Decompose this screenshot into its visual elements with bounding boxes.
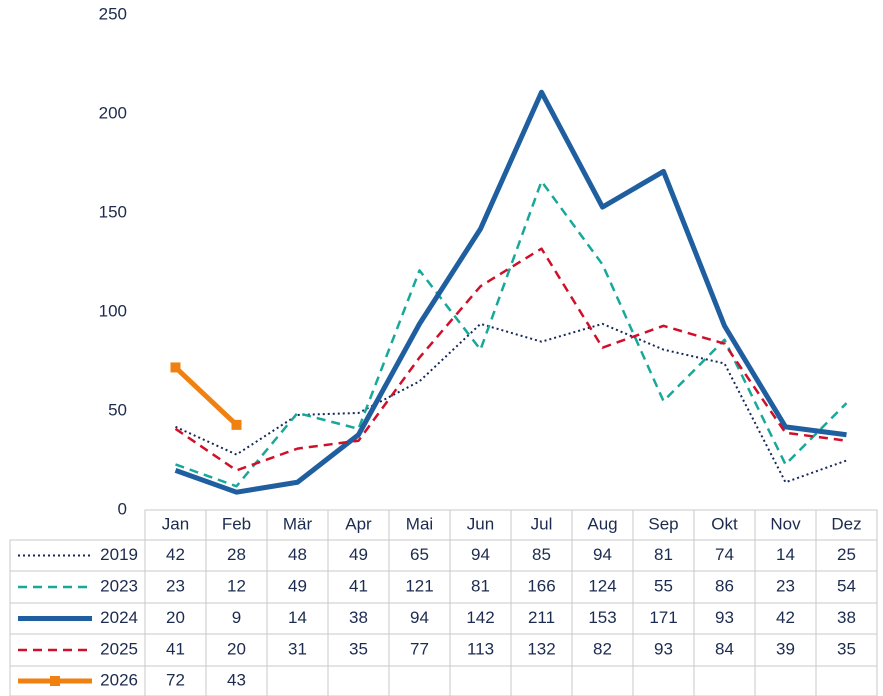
- x-tick-label: Mai: [406, 514, 433, 533]
- series-line: [174, 247, 847, 472]
- table-value: 31: [288, 639, 307, 658]
- table-cell: [266, 665, 329, 696]
- table-value: 94: [593, 545, 612, 564]
- table-cell: [815, 665, 878, 696]
- x-tick-label: Apr: [345, 514, 372, 533]
- table-value: 41: [166, 639, 185, 658]
- table-value: 14: [288, 608, 307, 627]
- table-value: 65: [410, 545, 429, 564]
- table-value: 23: [166, 576, 185, 595]
- table-value: 93: [654, 639, 673, 658]
- table-value: 42: [166, 545, 185, 564]
- table-value: 132: [527, 639, 555, 658]
- table-value: 113: [467, 639, 494, 658]
- table-value: 43: [227, 670, 246, 689]
- point-marker: [170, 362, 181, 373]
- table-cell: [510, 665, 573, 696]
- table-value: 20: [166, 608, 185, 627]
- y-tick-label: 250: [99, 4, 127, 23]
- table-value: 28: [227, 545, 246, 564]
- legend-label: 2019: [100, 545, 138, 564]
- table-value: 41: [349, 576, 368, 595]
- table-value: 9: [232, 608, 241, 627]
- table-value: 74: [715, 545, 734, 564]
- table-value: 84: [715, 639, 734, 658]
- table-value: 94: [410, 608, 429, 627]
- table-value: 38: [837, 608, 856, 627]
- y-tick-label: 150: [99, 202, 127, 221]
- table-value: 48: [288, 545, 307, 564]
- x-tick-label: Dez: [831, 514, 861, 533]
- table-value: 38: [349, 608, 368, 627]
- table-value: 85: [532, 545, 551, 564]
- table-value: 42: [776, 608, 795, 627]
- table-value: 166: [527, 576, 555, 595]
- x-tick-label: Mär: [283, 514, 313, 533]
- table-value: 20: [227, 639, 246, 658]
- table-value: 35: [837, 639, 856, 658]
- table-value: 39: [776, 639, 795, 658]
- x-tick-label: Jan: [162, 514, 189, 533]
- table-value: 25: [837, 545, 856, 564]
- table-cell: [693, 665, 756, 696]
- table-value: 82: [593, 639, 612, 658]
- legend-label: 2026: [100, 670, 138, 689]
- x-tick-label: Jul: [531, 514, 553, 533]
- y-tick-label: 200: [99, 103, 127, 122]
- table-value: 211: [528, 608, 555, 627]
- table-value: 72: [166, 670, 185, 689]
- table-value: 35: [349, 639, 368, 658]
- table-value: 94: [471, 545, 490, 564]
- table-cell: [571, 665, 634, 696]
- table-cell: [754, 665, 817, 696]
- table-value: 121: [405, 576, 433, 595]
- series-line: [173, 365, 239, 427]
- table-value: 124: [588, 576, 616, 595]
- table-value: 14: [776, 545, 795, 564]
- point-marker: [231, 419, 242, 430]
- x-tick-label: Okt: [711, 514, 738, 533]
- table-cell: [449, 665, 512, 696]
- table-value: 81: [654, 545, 673, 564]
- table-cell: [327, 665, 390, 696]
- table-value: 55: [654, 576, 673, 595]
- table-value: 23: [776, 576, 795, 595]
- x-tick-label: Feb: [222, 514, 251, 533]
- table-value: 49: [288, 576, 307, 595]
- table-value: 142: [466, 608, 494, 627]
- table-value: 81: [471, 576, 490, 595]
- legend-label: 2024: [100, 608, 138, 627]
- y-tick-label: 0: [118, 499, 127, 518]
- y-tick-label: 100: [99, 301, 127, 320]
- table-value: 93: [715, 608, 734, 627]
- table-value: 49: [349, 545, 368, 564]
- table-value: 54: [837, 576, 856, 595]
- legend-label: 2023: [100, 576, 138, 595]
- table-value: 171: [649, 608, 677, 627]
- table-value: 153: [588, 608, 616, 627]
- x-tick-label: Jun: [467, 514, 494, 533]
- y-tick-label: 50: [108, 400, 127, 419]
- x-tick-label: Sep: [648, 514, 678, 533]
- legend-marker: [50, 676, 60, 686]
- table-cell: [632, 665, 695, 696]
- x-tick-label: Nov: [770, 514, 801, 533]
- table-value: 77: [410, 639, 429, 658]
- table-value: 12: [227, 576, 246, 595]
- table-cell: [388, 665, 451, 696]
- series-line: [175, 322, 847, 484]
- series-line: [174, 89, 847, 495]
- x-tick-label: Aug: [587, 514, 617, 533]
- table-value: 86: [715, 576, 734, 595]
- legend-label: 2025: [100, 639, 138, 658]
